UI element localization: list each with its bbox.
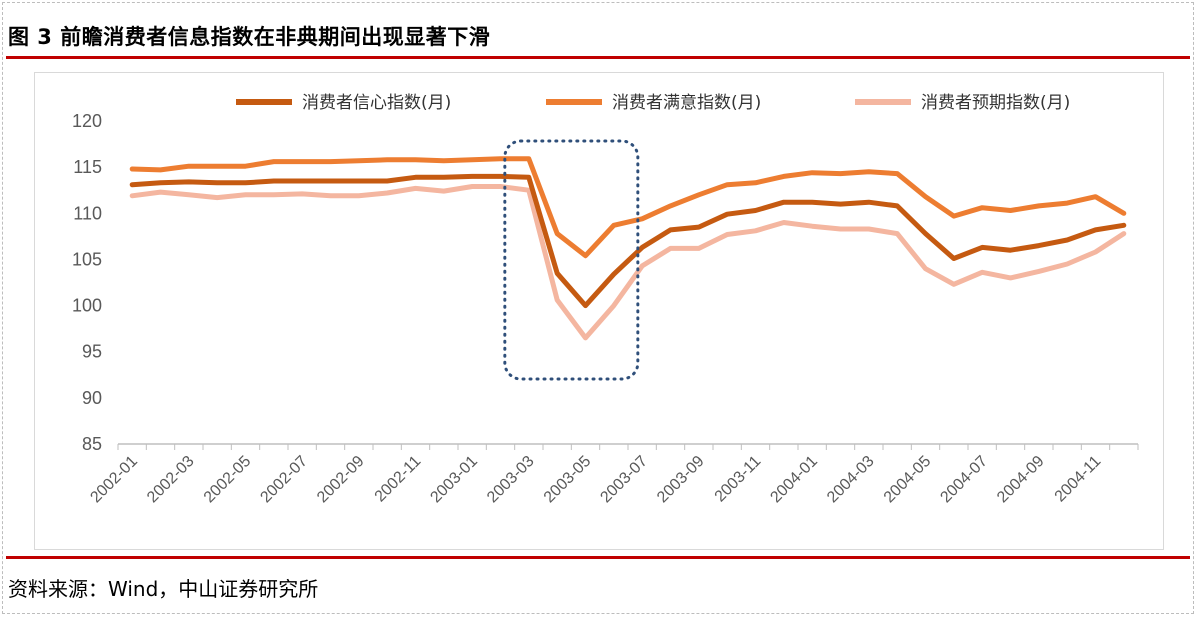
x-tick-label: 2003-05 [541, 453, 595, 507]
x-tick-label: 2003-07 [597, 453, 651, 507]
series-line-0 [129, 173, 1127, 309]
x-tick-label: 2002-07 [257, 453, 311, 507]
y-tick-label: 120 [72, 111, 102, 131]
legend-entry: 消费者信心指数(月) [236, 93, 451, 113]
legend-label: 消费者满意指数(月) [612, 93, 761, 113]
y-tick-label: 85 [82, 434, 102, 454]
y-tick-label: 105 [72, 249, 102, 269]
legend-label: 消费者预期指数(月) [921, 93, 1070, 113]
title-divider [6, 56, 1190, 59]
series-line-2 [129, 184, 1127, 341]
x-tick-label: 2003-01 [427, 453, 481, 507]
x-tick-label: 2004-03 [824, 453, 878, 507]
x-tick-label: 2002-05 [201, 453, 255, 507]
series-line-1 [129, 156, 1127, 259]
legend-entry: 消费者预期指数(月) [855, 93, 1070, 113]
x-tick-label: 2004-05 [881, 453, 935, 507]
chart-area-border [34, 72, 1164, 550]
x-tick-label: 2004-09 [994, 453, 1048, 507]
source-note: 资料来源：Wind，中山证券研究所 [8, 577, 319, 601]
x-tick-label: 2002-09 [314, 453, 368, 507]
x-tick-label: 2003-11 [712, 453, 765, 506]
x-tick-label: 2004-11 [1052, 453, 1105, 506]
y-tick-label: 90 [82, 388, 102, 408]
y-tick-label: 115 [73, 157, 102, 177]
x-tick-label: 2003-03 [484, 453, 538, 507]
y-tick-label: 100 [72, 296, 102, 316]
y-tick-label: 95 [82, 342, 102, 362]
figure-title: 图 3 前瞻消费者信息指数在非典期间出现显著下滑 [8, 25, 491, 49]
x-tick-label: 2002-11 [372, 453, 425, 506]
x-tick-label: 2002-03 [144, 453, 198, 507]
x-tick-label: 2004-01 [767, 453, 821, 507]
y-tick-label: 110 [73, 203, 102, 223]
x-tick-label: 2002-01 [87, 453, 141, 507]
legend-entry: 消费者满意指数(月) [546, 93, 761, 113]
x-tick-label: 2003-09 [654, 453, 708, 507]
source-divider [6, 556, 1190, 559]
legend-label: 消费者信心指数(月) [302, 93, 451, 113]
x-tick-label: 2004-07 [937, 453, 991, 507]
sars-period-highlight-box [503, 139, 640, 381]
